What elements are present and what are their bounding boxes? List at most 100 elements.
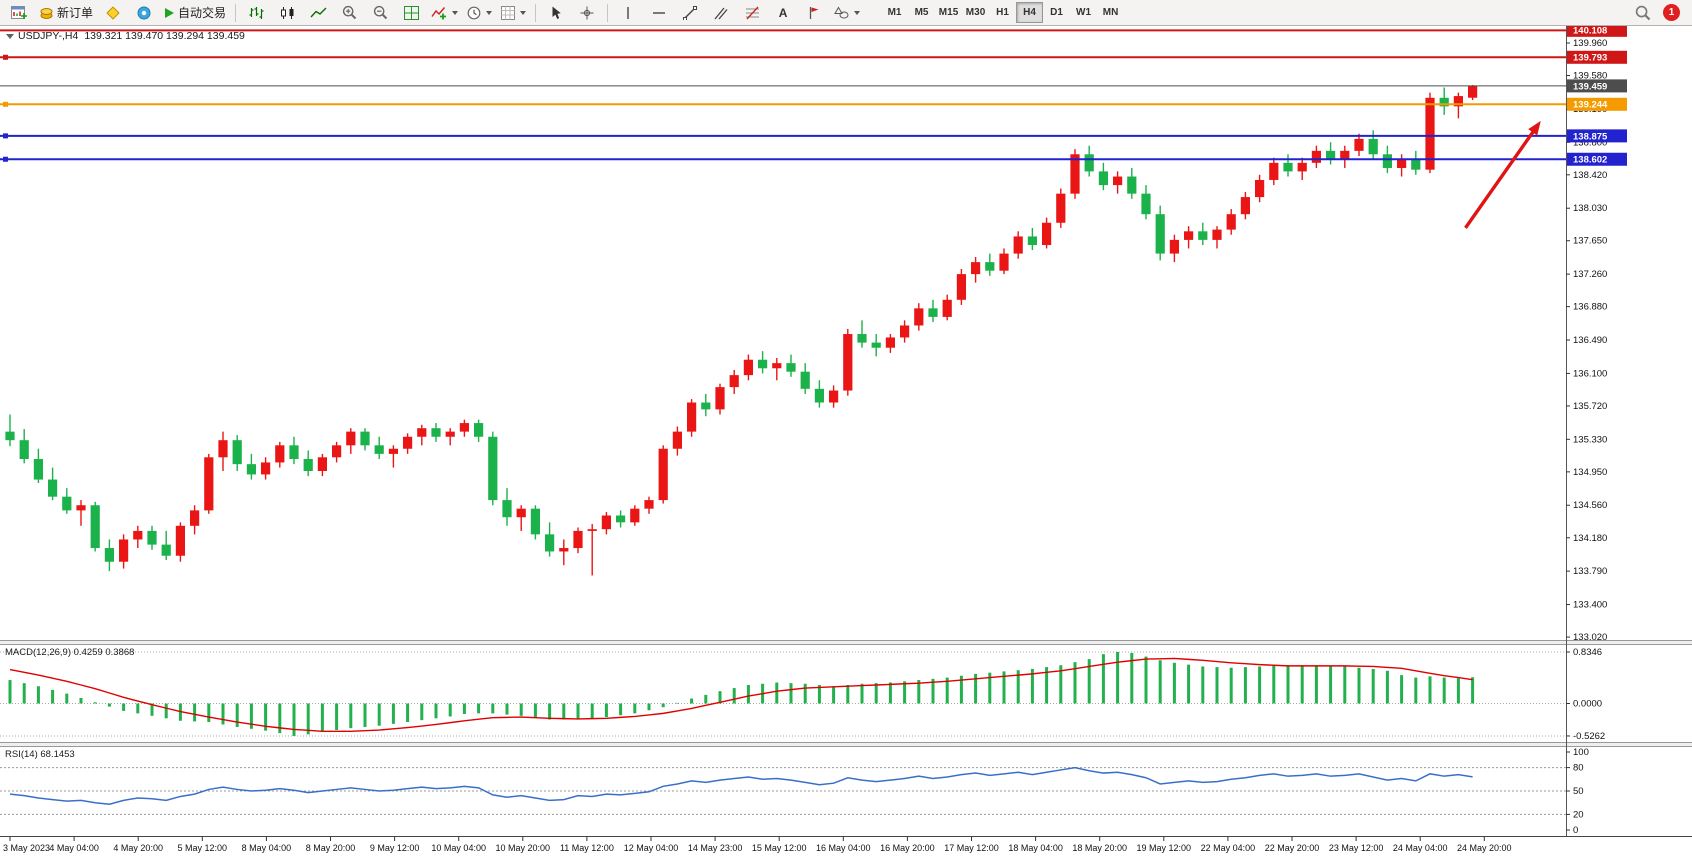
trend-arrow-annotation[interactable] (1464, 120, 1541, 229)
candle-up (1169, 239, 1179, 254)
new-chart-button[interactable] (4, 1, 34, 25)
rsi-line (9, 766, 1473, 806)
macd-panel: 0.8346 0.0000 -0.5262 (0, 647, 1605, 742)
candle-up (175, 525, 185, 556)
candle-down (857, 334, 867, 343)
svg-text:136.490: 136.490 (1573, 335, 1607, 346)
candle-up (559, 548, 569, 552)
notification-count: 1 (1668, 7, 1675, 18)
rsi-panel: 100 80 50 20 0 (0, 747, 1589, 836)
horizontal-line-tool-button[interactable] (644, 1, 674, 25)
svg-text:-0.5262: -0.5262 (1573, 731, 1605, 742)
cursor-icon (552, 6, 561, 19)
timeframe-w1[interactable]: W1 (1076, 7, 1092, 18)
fibonacci-tool-button[interactable] (737, 1, 767, 25)
svg-text:20: 20 (1573, 809, 1584, 820)
periods-dropdown-icon[interactable] (486, 10, 493, 15)
channel-tool-button[interactable] (706, 1, 736, 25)
candle-up (1425, 97, 1435, 170)
new-order-button[interactable]: 新订单 (35, 1, 97, 25)
candle-down (488, 436, 498, 501)
templates-dropdown-icon[interactable] (520, 10, 527, 15)
time-label: 22 May 04:00 (1201, 843, 1256, 853)
time-label: 3 May 2023 (3, 843, 50, 853)
candle-up (900, 325, 910, 338)
timeframe-m5[interactable]: M5 (914, 7, 929, 18)
timeframe-d1[interactable]: D1 (1050, 7, 1063, 18)
mql5-community-button[interactable] (129, 1, 159, 25)
periods-button[interactable] (463, 1, 496, 25)
timeframe-mn[interactable]: MN (1102, 7, 1119, 18)
text-tool-button[interactable]: A (768, 1, 798, 25)
indicators-button[interactable] (427, 1, 462, 25)
time-label: 10 May 04:00 (431, 843, 486, 853)
horizontal-price-lines[interactable] (0, 29, 1566, 162)
svg-text:138.420: 138.420 (1573, 170, 1607, 181)
svg-text:136.100: 136.100 (1573, 368, 1607, 379)
cursor-tool-button[interactable] (541, 1, 571, 25)
indicators-dropdown-icon[interactable] (452, 10, 459, 15)
svg-text:133.400: 133.400 (1573, 600, 1607, 611)
svg-text:80: 80 (1573, 763, 1584, 774)
timeframe-m1[interactable]: M1 (887, 7, 902, 18)
candlestick-icon (280, 6, 294, 19)
price-badge-138.602 (1567, 152, 1627, 166)
candle-down (985, 262, 995, 271)
candle-up (999, 253, 1009, 271)
price-axis[interactable]: 139.960139.580139.190138.800138.420138.0… (1566, 38, 1607, 643)
zoom-out-button[interactable] (365, 1, 395, 25)
label-tool-button[interactable] (799, 1, 829, 25)
line-chart-icon (310, 7, 327, 17)
candlestick-mode-button[interactable] (272, 1, 302, 25)
candle-down (814, 388, 824, 403)
candle-up (1226, 214, 1236, 230)
autotrading-button[interactable]: 自动交易 (160, 1, 230, 25)
candle-down (19, 440, 29, 460)
candle-down (5, 431, 15, 441)
crosshair-tool-button[interactable] (572, 1, 602, 25)
time-axis[interactable]: 3 May 2023 4 May 04:00 4 May 20:00 5 May 12… (3, 837, 1512, 853)
candle-down (1098, 171, 1108, 186)
vertical-line-tool-button[interactable] (613, 1, 643, 25)
candle-up (1056, 193, 1066, 223)
time-label: 17 May 12:00 (944, 843, 999, 853)
timeframe-h4[interactable]: H4 (1016, 2, 1044, 23)
timeframe-h1[interactable]: H1 (996, 7, 1009, 18)
notification-badge[interactable]: 1 (1663, 4, 1680, 21)
zoom-in-button[interactable] (334, 1, 364, 25)
trendline-tool-button[interactable] (675, 1, 705, 25)
candle-down (104, 548, 114, 562)
shapes-tool-button[interactable] (830, 1, 864, 25)
candle-up (1468, 85, 1478, 98)
vertical-line-icon (627, 6, 629, 19)
tile-windows-button[interactable] (396, 1, 426, 25)
svg-text:50: 50 (1573, 786, 1584, 797)
shapes-icon (834, 6, 849, 19)
search-button[interactable] (1628, 1, 1658, 25)
svg-text:0: 0 (1573, 825, 1578, 836)
templates-button[interactable] (497, 1, 530, 25)
candle-up (1311, 150, 1321, 163)
candles-series (5, 84, 1478, 576)
candle-down (289, 445, 299, 460)
timeframe-m15[interactable]: M15 (938, 7, 959, 18)
candle-up (658, 448, 668, 501)
timeframe-m30[interactable]: M30 (965, 7, 986, 18)
candle-up (1212, 229, 1222, 240)
time-label: 9 May 12:00 (370, 843, 420, 853)
candle-down (1155, 214, 1165, 254)
time-label: 19 May 12:00 (1137, 843, 1192, 853)
candle-up (772, 363, 782, 369)
candle-down (871, 342, 881, 348)
bar-chart-mode-button[interactable] (241, 1, 271, 25)
metaeditor-button[interactable] (98, 1, 128, 25)
shapes-dropdown-icon[interactable] (854, 10, 861, 15)
svg-text:139.580: 139.580 (1573, 71, 1607, 82)
metaeditor-icon (106, 5, 120, 20)
line-chart-mode-button[interactable] (303, 1, 333, 25)
candle-up (516, 508, 526, 518)
candle-down (360, 431, 370, 446)
candle-up (76, 505, 86, 511)
time-label: 18 May 20:00 (1072, 843, 1127, 853)
